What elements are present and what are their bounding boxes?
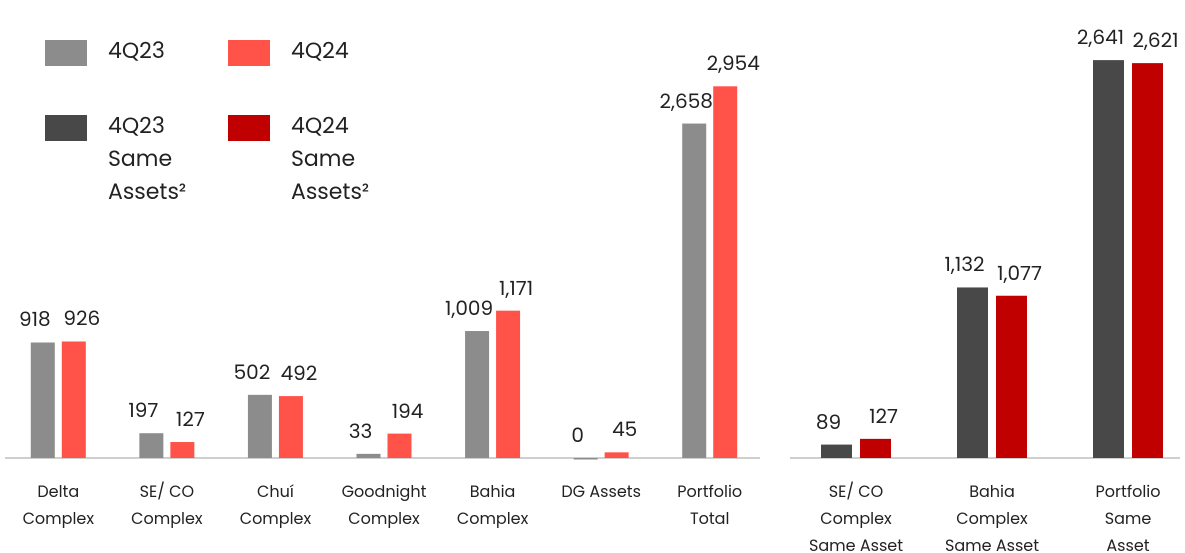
value-label: 127 [869,401,898,430]
x-tick-label: Goodnight Complex [341,480,427,530]
legend-label: 4Q24 Same Assets² [291,110,370,207]
bar [957,287,988,458]
value-label: 926 [63,304,101,333]
value-label: 194 [391,396,424,425]
x-tick-label: Chuí Complex [239,480,312,530]
bar [496,310,521,458]
value-label: 2,954 [706,49,760,78]
value-label: 89 [815,407,842,436]
value-label: 33 [348,416,373,445]
value-label: 2,621 [1132,26,1179,55]
bar [465,331,490,458]
x-tick-label: DG Assets [561,480,641,503]
bar [170,442,195,458]
bar [247,394,272,458]
value-label: 1,009 [445,294,494,323]
value-label: 45 [612,415,638,444]
value-label: 1,132 [944,250,985,279]
x-tick-label: SE/ CO Complex [131,480,203,530]
bar [821,444,852,458]
legend-swatch [45,115,87,141]
x-tick-label: Portfolio Total [677,480,743,530]
legend-swatch [45,40,87,66]
bar [604,452,629,458]
bar [387,433,412,458]
value-label: 918 [18,305,51,334]
bar [61,341,86,458]
bar [996,295,1027,458]
legend-label: 4Q23 [108,35,165,66]
bar [682,123,707,459]
value-label: 0 [571,421,584,449]
bar [139,433,164,458]
bar [356,453,381,458]
legend-label: 4Q23 Same Assets² [108,110,187,207]
bar [713,86,738,459]
x-tick-label: SE/ CO Complex Same Asset [808,480,904,553]
value-label: 2,658 [659,86,713,115]
bar [30,342,55,458]
x-tick-label: Bahia Complex Same Asset [944,480,1040,553]
value-label: 502 [233,357,271,386]
legend-label: 4Q24 [291,35,349,66]
bar [278,396,303,458]
x-tick-label: Portfolio Same Asset [1095,480,1161,553]
value-label: 1,171 [499,273,534,302]
x-tick-label: Delta Complex [22,480,94,530]
x-tick-label: Bahia Complex [456,480,529,530]
value-label: 127 [175,405,205,434]
bar [1132,63,1163,458]
value-label: 197 [128,396,159,425]
legend-swatch [228,40,270,66]
value-label: 492 [280,359,318,388]
legend-swatch [228,115,270,141]
bar [860,438,891,458]
value-label: 1,077 [997,258,1042,287]
bar [573,458,598,460]
value-label: 2,641 [1076,23,1125,52]
bar [1093,60,1124,459]
